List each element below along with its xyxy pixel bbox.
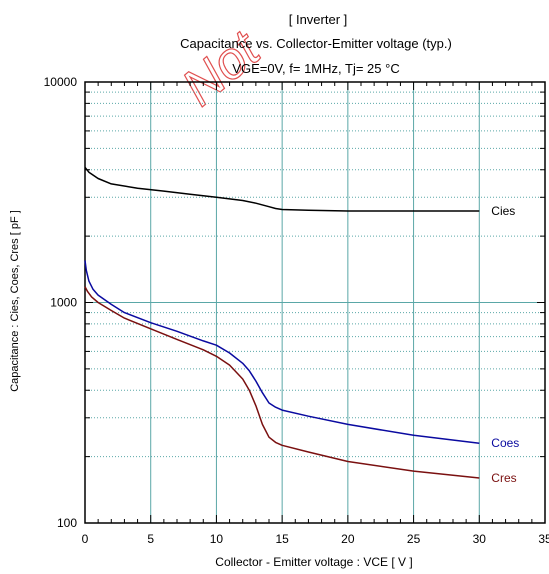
chart-title-line1: [ Inverter ] [289, 12, 348, 27]
plot-frame [84, 81, 546, 524]
chart-title-line3: VGE=0V, f= 1MHz, Tj= 25 °C [232, 61, 399, 76]
series-label-coes: Coes [491, 436, 519, 450]
series-line-cres [84, 286, 480, 479]
y-tick-label: 100 [57, 516, 77, 530]
series-label-cres: Cres [491, 471, 516, 485]
chart-title-line2: Capacitance vs. Collector-Emitter voltag… [180, 36, 452, 51]
x-tick-label: 5 [147, 532, 154, 546]
plot-grid [85, 82, 545, 523]
y-tick-label: 10000 [44, 75, 78, 89]
y-axis-label: Capacitance : Cies, Coes, Cres [ pF ] [9, 210, 21, 392]
x-tick-label: 10 [210, 532, 224, 546]
x-tick-label: 15 [275, 532, 289, 546]
series-label-cies: Cies [491, 204, 515, 218]
x-tick-label: 20 [341, 532, 355, 546]
series-line-cies [84, 166, 480, 212]
y-tick-labels: 100 1000 10000 [44, 75, 78, 530]
x-tick-label: 30 [473, 532, 487, 546]
y-tick-label: 1000 [50, 296, 77, 310]
x-tick-label: 25 [407, 532, 421, 546]
series-lines [84, 166, 480, 479]
x-tick-label: 0 [82, 532, 89, 546]
series-labels: Cies Coes Cres [491, 204, 519, 485]
x-tick-labels: 0 5 10 15 20 25 30 35 [82, 532, 549, 546]
x-tick-label: 35 [538, 532, 549, 546]
series-line-coes [84, 260, 480, 444]
x-axis-label: Collector - Emitter voltage : VCE [ V ] [215, 555, 412, 569]
